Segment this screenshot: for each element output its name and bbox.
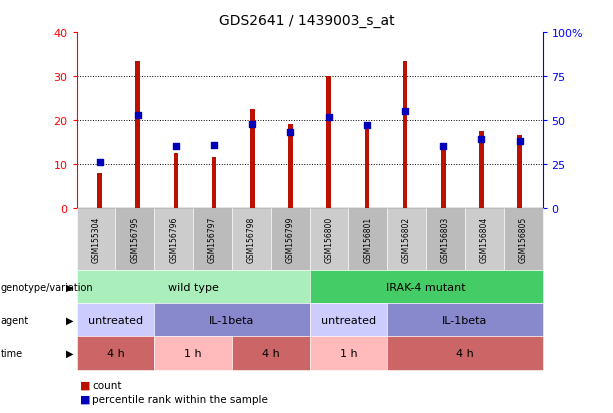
Bar [212,158,216,209]
Text: GSM156798: GSM156798 [247,216,256,263]
Text: percentile rank within the sample: percentile rank within the sample [92,394,268,404]
Bar [326,77,331,209]
Text: IL-1beta: IL-1beta [209,315,254,325]
Text: 4 h: 4 h [107,348,124,358]
Bar [288,125,293,209]
Text: GSM155304: GSM155304 [91,216,101,263]
Text: GDS2641 / 1439003_s_at: GDS2641 / 1439003_s_at [219,14,394,28]
Point [324,114,333,121]
Text: ■: ■ [80,394,90,404]
Point [400,109,410,115]
Text: GSM156801: GSM156801 [364,216,372,263]
Bar [403,62,407,209]
Bar [250,110,254,209]
Text: GSM156799: GSM156799 [286,216,295,263]
Text: untreated: untreated [88,315,143,325]
Text: ▶: ▶ [66,315,74,325]
Point [286,130,295,136]
Text: ▶: ▶ [66,348,74,358]
Point [438,144,448,150]
Bar [173,154,178,209]
Text: GSM156803: GSM156803 [441,216,450,263]
Text: ■: ■ [80,380,90,390]
Bar [135,62,140,209]
Text: 4 h: 4 h [456,348,474,358]
Point [476,137,486,143]
Text: agent: agent [1,315,29,325]
Text: GSM156797: GSM156797 [208,216,217,263]
Text: IL-1beta: IL-1beta [442,315,487,325]
Text: IRAK-4 mutant: IRAK-4 mutant [386,282,466,292]
Bar [479,132,484,209]
Text: 1 h: 1 h [340,348,357,358]
Text: GSM156795: GSM156795 [131,216,139,263]
Text: 4 h: 4 h [262,348,280,358]
Point [515,139,525,145]
Text: GSM156804: GSM156804 [480,216,489,263]
Text: GSM156805: GSM156805 [519,216,528,263]
Text: 1 h: 1 h [185,348,202,358]
Point [133,112,143,119]
Point [248,121,257,128]
Point [94,159,104,166]
Point [362,123,371,129]
Point [171,144,181,150]
Bar [97,173,102,209]
Text: time: time [1,348,23,358]
Text: GSM156796: GSM156796 [169,216,178,263]
Text: wild type: wild type [168,282,218,292]
Text: GSM156802: GSM156802 [402,216,411,263]
Point [209,142,219,149]
Bar [365,127,369,209]
Bar [517,136,522,209]
Bar [441,147,446,209]
Text: ▶: ▶ [66,282,74,292]
Text: GSM156800: GSM156800 [324,216,333,263]
Text: untreated: untreated [321,315,376,325]
Text: count: count [92,380,121,390]
Text: genotype/variation: genotype/variation [1,282,93,292]
